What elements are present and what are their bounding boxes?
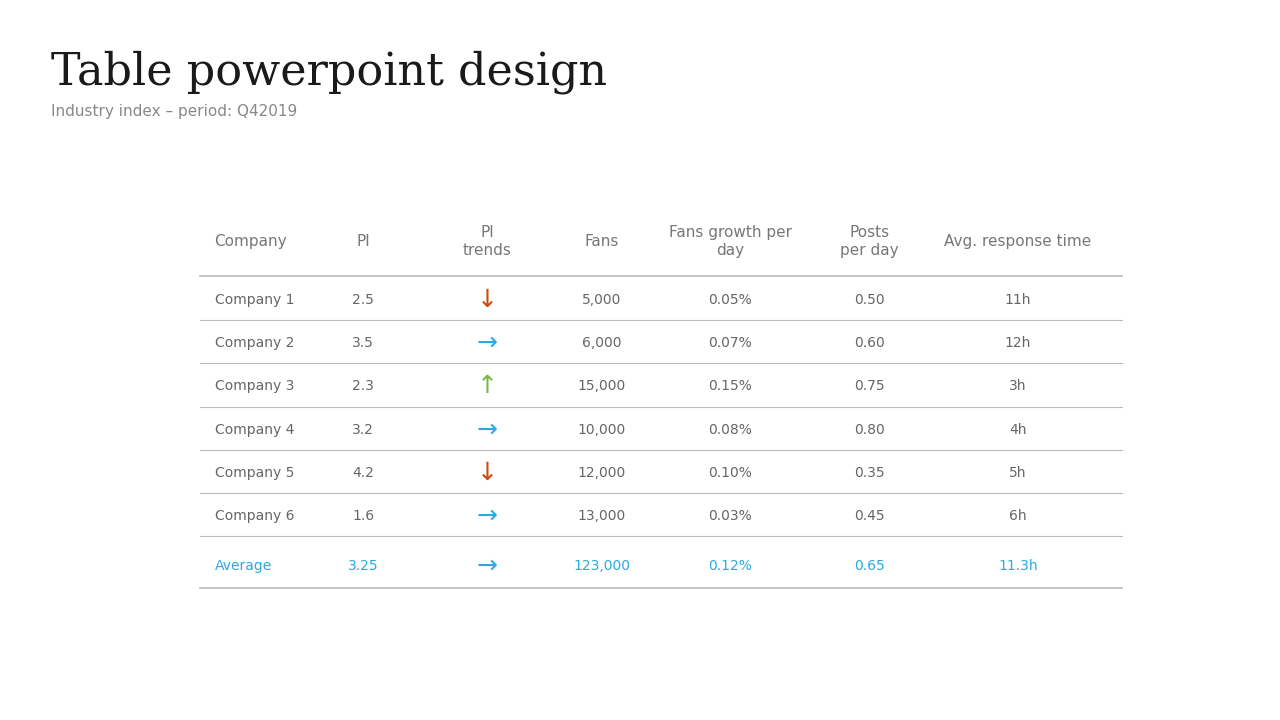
Text: 0.08%: 0.08% [708,423,753,436]
Text: ↓: ↓ [477,461,498,485]
Text: 12h: 12h [1005,336,1032,350]
Text: 0.35: 0.35 [854,466,884,480]
Text: →: → [477,418,498,441]
Text: Fans: Fans [584,234,618,249]
Text: Company 4: Company 4 [215,423,294,436]
Text: 13,000: 13,000 [577,509,626,523]
Text: Company 1: Company 1 [215,293,294,307]
Text: 0.50: 0.50 [854,293,884,307]
Text: 0.03%: 0.03% [709,509,753,523]
Text: 4h: 4h [1010,423,1027,436]
Text: Company 3: Company 3 [215,379,294,393]
Text: 11.3h: 11.3h [998,559,1038,573]
Text: 15,000: 15,000 [577,379,626,393]
Text: 123,000: 123,000 [573,559,630,573]
Text: 6,000: 6,000 [581,336,621,350]
Text: →: → [477,331,498,355]
Text: 5h: 5h [1010,466,1027,480]
Text: Company: Company [215,234,287,249]
Text: →: → [477,504,498,528]
Text: 0.12%: 0.12% [708,559,753,573]
Text: 10,000: 10,000 [577,423,626,436]
Text: 4.2: 4.2 [352,466,374,480]
Text: Avg. response time: Avg. response time [945,234,1092,249]
Text: Industry index – period: Q42019: Industry index – period: Q42019 [51,104,297,120]
Text: 0.65: 0.65 [854,559,884,573]
Text: 0.60: 0.60 [854,336,884,350]
Text: 0.80: 0.80 [854,423,884,436]
Text: Posts
per day: Posts per day [840,225,899,258]
Text: 0.07%: 0.07% [709,336,753,350]
Text: →: → [477,554,498,578]
Text: Table powerpoint design: Table powerpoint design [51,50,607,94]
Text: 3.5: 3.5 [352,336,374,350]
Text: 0.10%: 0.10% [708,466,753,480]
Text: 2.3: 2.3 [352,379,374,393]
Text: ↓: ↓ [477,288,498,312]
Text: PI
trends: PI trends [463,225,512,258]
Text: 0.05%: 0.05% [709,293,753,307]
Text: 6h: 6h [1009,509,1027,523]
Text: Company 2: Company 2 [215,336,294,350]
Text: Company 5: Company 5 [215,466,294,480]
Text: PI: PI [357,234,370,249]
Text: 3.25: 3.25 [348,559,379,573]
Text: ↑: ↑ [477,374,498,398]
Text: Average: Average [215,559,271,573]
Text: Fans growth per
day: Fans growth per day [669,225,792,258]
Text: 1.6: 1.6 [352,509,375,523]
Text: 2.5: 2.5 [352,293,374,307]
Text: 0.75: 0.75 [854,379,884,393]
Text: 12,000: 12,000 [577,466,626,480]
Text: Company 6: Company 6 [215,509,294,523]
Text: 5,000: 5,000 [581,293,621,307]
Text: 0.15%: 0.15% [708,379,753,393]
Text: 11h: 11h [1005,293,1032,307]
Text: 3.2: 3.2 [352,423,374,436]
Text: 0.45: 0.45 [854,509,884,523]
Text: 3h: 3h [1010,379,1027,393]
